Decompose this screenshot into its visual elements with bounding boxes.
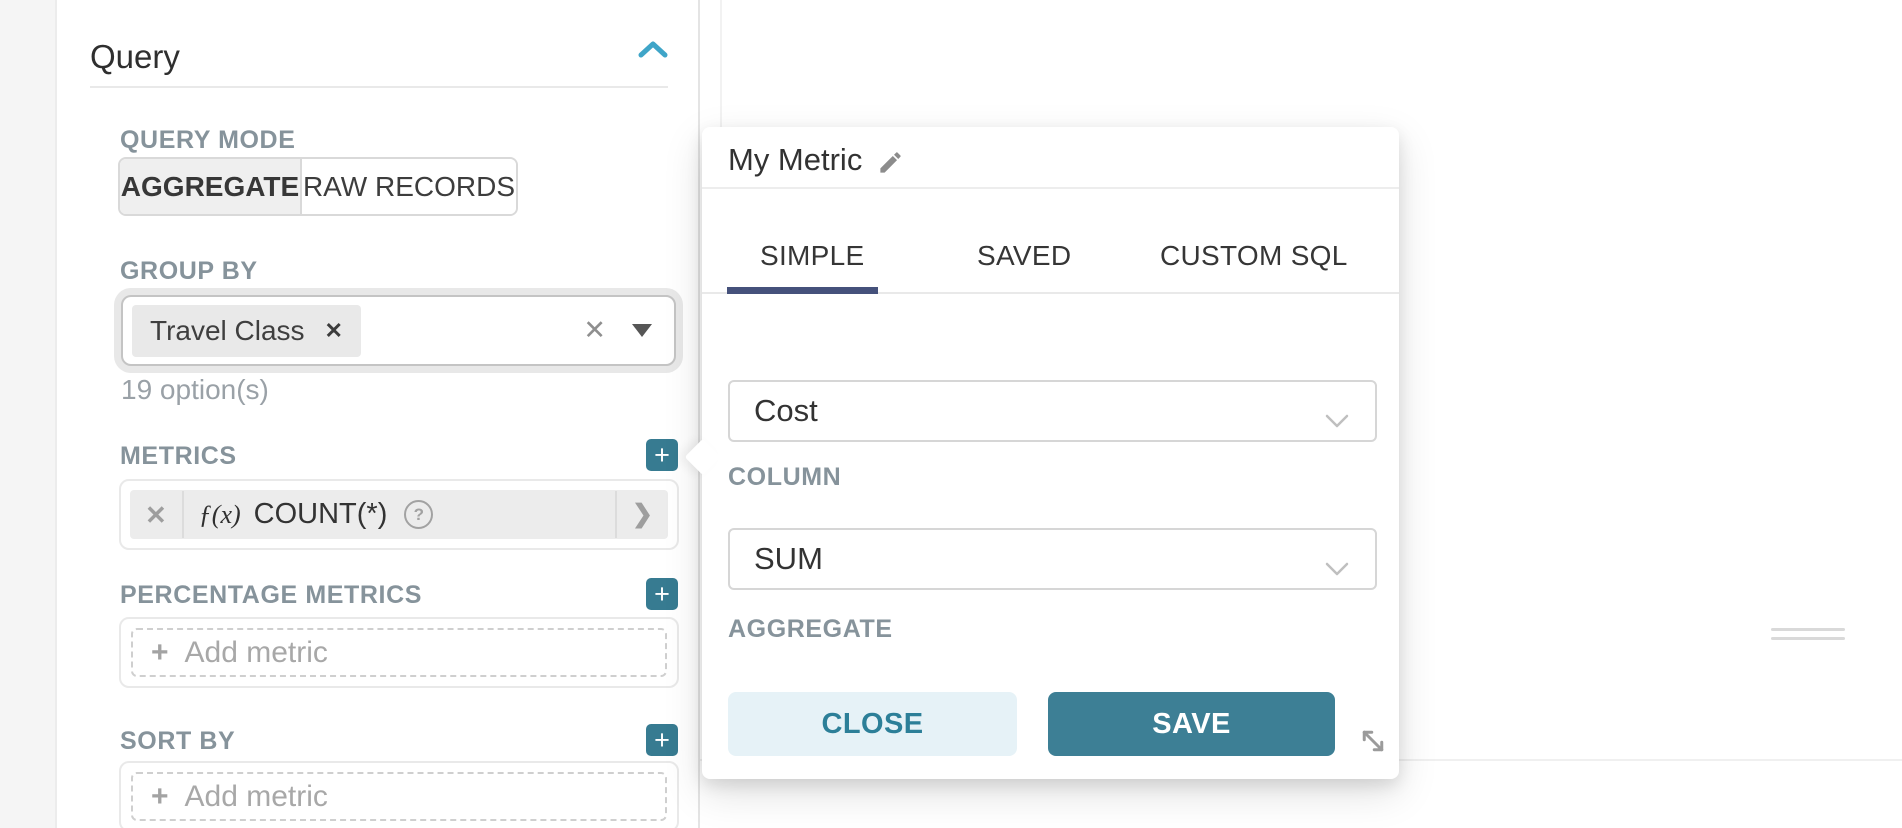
column-label: COLUMN xyxy=(728,463,842,491)
help-icon[interactable]: ? xyxy=(404,500,434,529)
active-tab-ink-bar xyxy=(727,287,878,294)
pill-divider xyxy=(181,491,184,538)
percentage-metrics-label: PERCENTAGE METRICS xyxy=(120,581,423,609)
sort-by-label: SORT BY xyxy=(120,727,236,755)
column-select-value: Cost xyxy=(754,393,818,428)
popover-title-row: My Metric xyxy=(728,142,904,178)
group-by-label: GROUP BY xyxy=(120,257,258,285)
group-by-select[interactable]: Travel Class ✕ ✕ xyxy=(121,295,676,366)
group-by-tag-label: Travel Class xyxy=(150,314,305,346)
plus-icon: + xyxy=(151,779,169,813)
panel-divider xyxy=(698,0,700,828)
tag-remove-icon[interactable]: ✕ xyxy=(324,317,343,343)
aggregate-label: AGGREGATE xyxy=(728,615,893,643)
group-by-options-hint: 19 option(s) xyxy=(121,374,269,405)
metric-edit-popover: My Metric SIMPLE SAVED CUSTOM SQL COLUMN… xyxy=(684,127,1399,779)
query-mode-raw-records-button[interactable]: RAW RECORDS xyxy=(302,159,516,214)
aggregate-select-value: SUM xyxy=(754,541,823,576)
chevron-up-icon[interactable] xyxy=(638,40,668,60)
add-metric-placeholder: Add metric xyxy=(184,779,328,813)
metric-remove-icon[interactable]: ✕ xyxy=(145,499,167,530)
select-clear-icon[interactable]: ✕ xyxy=(583,315,606,345)
popover-arrow xyxy=(684,438,722,476)
metrics-label: METRICS xyxy=(120,442,237,470)
add-metric-placeholder: Add metric xyxy=(184,635,328,669)
chevron-down-icon xyxy=(1323,550,1351,576)
chart-area-left-edge xyxy=(720,0,722,127)
expand-resize-icon[interactable] xyxy=(1358,726,1388,756)
query-section-title: Query xyxy=(90,38,180,75)
save-button[interactable]: SAVE xyxy=(1048,692,1335,756)
metric-name: COUNT(*) xyxy=(253,498,388,530)
sort-by-add-metric[interactable]: + Add metric xyxy=(131,772,667,821)
metrics-container: ✕ ƒ(x) COUNT(*) ? ❯ xyxy=(119,479,679,550)
left-gutter xyxy=(0,0,57,828)
resize-drag-handle[interactable] xyxy=(1771,637,1845,640)
query-mode-aggregate-button[interactable]: AGGREGATE xyxy=(120,159,302,214)
metric-pill[interactable]: ✕ ƒ(x) COUNT(*) ? ❯ xyxy=(130,490,668,539)
group-by-tag[interactable]: Travel Class ✕ xyxy=(132,304,361,357)
add-sort-by-plus-button[interactable]: + xyxy=(646,724,678,756)
pill-divider xyxy=(615,491,618,538)
aggregate-select[interactable]: SUM xyxy=(728,528,1377,590)
metric-title: My Metric xyxy=(728,142,863,177)
tab-simple[interactable]: SIMPLE xyxy=(760,240,865,271)
tab-saved[interactable]: SAVED xyxy=(977,240,1072,271)
add-percentage-metric-plus-button[interactable]: + xyxy=(646,578,678,610)
query-section-divider xyxy=(90,86,668,88)
sort-by-container: + Add metric xyxy=(119,761,679,828)
query-mode-segmented-control: AGGREGATE RAW RECORDS xyxy=(118,157,518,216)
tabs-underline xyxy=(702,292,1399,294)
percentage-metrics-container: + Add metric xyxy=(119,617,679,688)
resize-drag-handle[interactable] xyxy=(1771,628,1845,631)
metric-expand-chevron-icon[interactable]: ❯ xyxy=(632,500,653,528)
edit-pencil-icon[interactable] xyxy=(877,148,904,175)
query-mode-label: QUERY MODE xyxy=(120,126,296,154)
close-button[interactable]: CLOSE xyxy=(728,692,1017,756)
chevron-down-icon xyxy=(1323,402,1351,428)
popover-header-divider xyxy=(702,187,1399,189)
plus-icon: + xyxy=(151,635,169,669)
function-icon: ƒ(x) xyxy=(198,499,241,529)
percentage-metrics-add-metric[interactable]: + Add metric xyxy=(131,628,667,677)
column-select[interactable]: Cost xyxy=(728,380,1377,442)
select-caret-down-icon[interactable] xyxy=(632,324,652,337)
tab-custom-sql[interactable]: CUSTOM SQL xyxy=(1160,240,1348,271)
add-metric-plus-button[interactable]: + xyxy=(646,439,678,471)
